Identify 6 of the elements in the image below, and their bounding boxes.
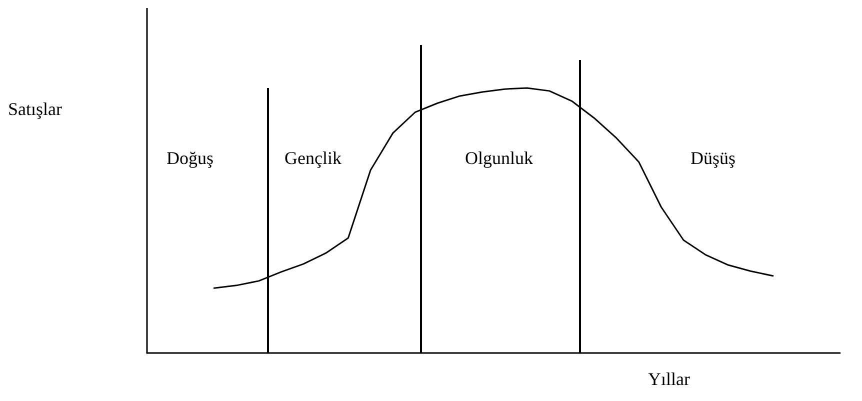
x-axis-title: Yıllar bbox=[648, 369, 690, 389]
annotation: Düşüş bbox=[690, 148, 736, 169]
y-axis-title: Satışlar bbox=[8, 99, 62, 119]
annotation: Gençlik bbox=[284, 148, 342, 169]
annotation: Doğuş bbox=[166, 148, 214, 169]
annotation: Olgunluk bbox=[464, 148, 534, 169]
